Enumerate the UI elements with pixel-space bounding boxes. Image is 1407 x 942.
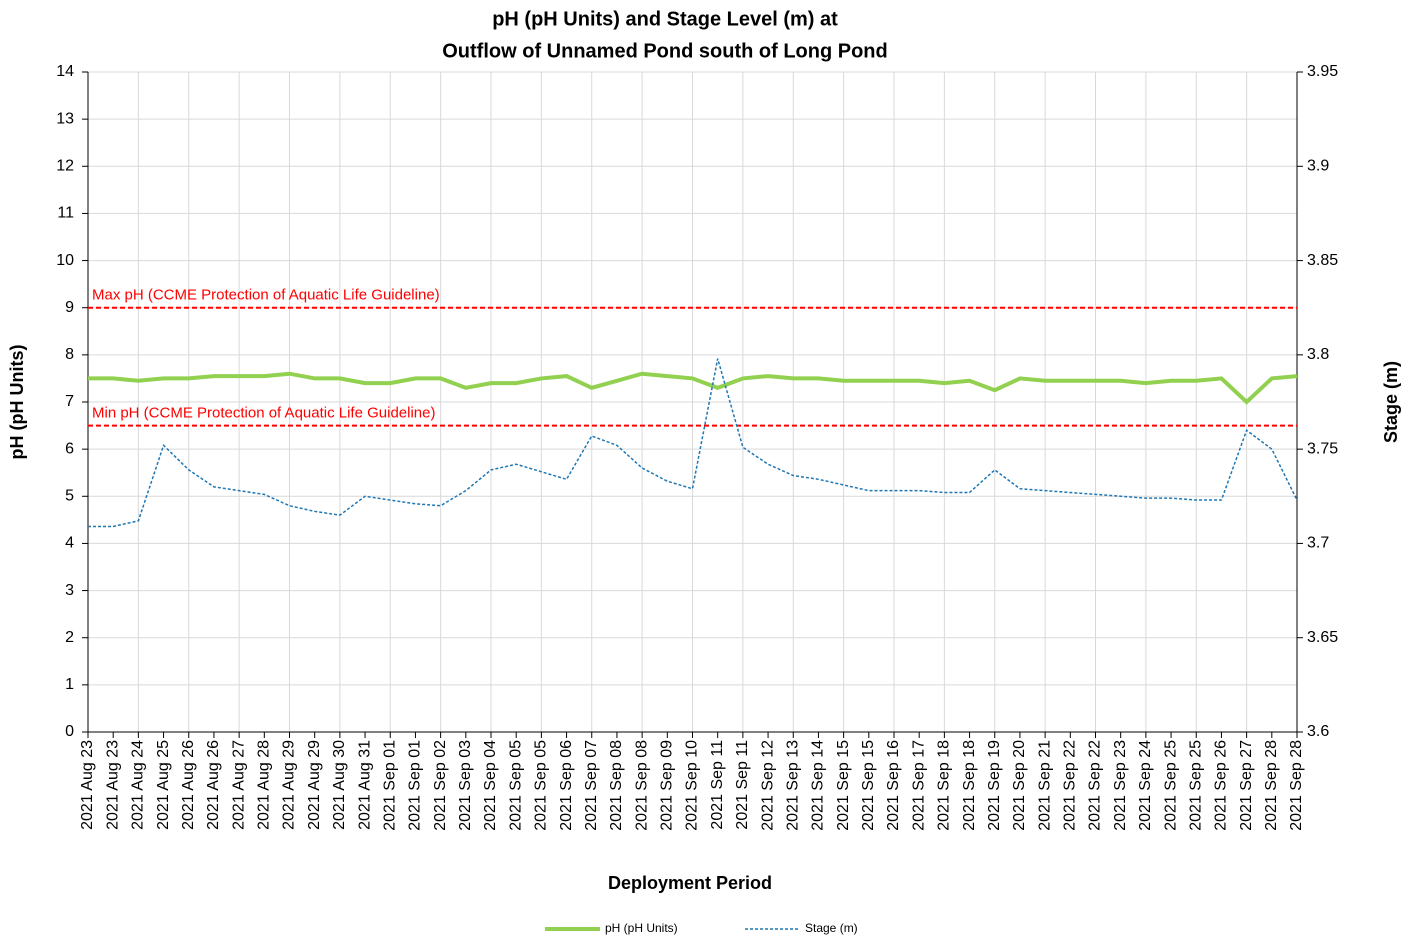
legend-label: Stage (m) (805, 921, 858, 935)
legend-label: pH (pH Units) (605, 921, 678, 935)
x-tick-label: 2021 Aug 23 (104, 740, 121, 830)
x-tick-label: 2021 Sep 24 (1137, 740, 1154, 831)
y-tick-label: 10 (56, 252, 74, 269)
y2-tick-label: 3.8 (1307, 346, 1329, 363)
x-tick-label: 2021 Sep 07 (583, 740, 600, 831)
x-tick-label: 2021 Sep 05 (533, 740, 550, 831)
x-tick-label: 2021 Aug 30 (331, 740, 348, 830)
x-tick-label: 2021 Aug 26 (205, 740, 222, 830)
y-tick-label: 9 (65, 299, 74, 316)
x-tick-label: 2021 Sep 23 (1112, 740, 1129, 831)
x-tick-label: 2021 Aug 29 (281, 740, 298, 830)
x-tick-label: 2021 Sep 17 (910, 740, 927, 831)
x-tick-label: 2021 Sep 22 (1087, 740, 1104, 831)
x-tick-label: 2021 Sep 18 (936, 740, 953, 831)
x-tick-label: 2021 Aug 28 (256, 740, 273, 830)
y-tick-label: 1 (65, 676, 74, 693)
x-tick-label: 2021 Sep 22 (1062, 740, 1079, 831)
x-tick-label: 2021 Sep 08 (633, 740, 650, 831)
y-tick-label: 4 (65, 535, 74, 552)
x-tick-label: 2021 Sep 10 (684, 740, 701, 831)
x-tick-label: 2021 Aug 26 (180, 740, 197, 830)
x-tick-label: 2021 Aug 24 (130, 740, 147, 830)
series-line (88, 358, 1298, 528)
x-tick-label: 2021 Sep 05 (507, 740, 524, 831)
y-tick-label: 8 (65, 346, 74, 363)
x-tick-label: 2021 Sep 28 (1263, 740, 1280, 831)
x-tick-label: 2021 Sep 13 (784, 740, 801, 831)
x-tick-label: 2021 Sep 08 (608, 740, 625, 831)
series-line (88, 371, 1298, 405)
x-tick-label: 2021 Sep 11 (734, 740, 751, 830)
y-tick-label: 6 (65, 440, 74, 457)
x-tick-label: 2021 Sep 04 (482, 740, 499, 831)
x-tick-label: 2021 Sep 19 (986, 740, 1003, 831)
x-tick-label: 2021 Sep 21 (1036, 740, 1053, 831)
guideline-label: Max pH (CCME Protection of Aquatic Life … (92, 287, 440, 304)
x-tick-label: 2021 Aug 29 (306, 740, 323, 830)
x-tick-label: 2021 Sep 06 (558, 740, 575, 831)
y-tick-label: 5 (65, 488, 74, 505)
y2-tick-label: 3.7 (1307, 535, 1329, 552)
y-tick-label: 13 (56, 110, 74, 127)
y2-axis-label: Stage (m) (1381, 361, 1401, 443)
x-tick-label: 2021 Sep 25 (1187, 740, 1204, 831)
y2-tick-label: 3.65 (1307, 629, 1338, 646)
y-tick-label: 14 (56, 63, 74, 80)
y-tick-label: 11 (57, 205, 74, 222)
y-tick-label: 12 (56, 158, 74, 175)
x-tick-label: 2021 Sep 01 (381, 740, 398, 831)
x-tick-label: 2021 Sep 14 (810, 740, 827, 831)
y2-tick-label: 3.85 (1307, 252, 1338, 269)
y2-tick-label: 3.95 (1307, 63, 1338, 80)
chart-title: pH (pH Units) and Stage Level (m) at (492, 8, 838, 30)
x-tick-label: 2021 Aug 31 (356, 740, 373, 830)
x-axis-label: Deployment Period (608, 873, 772, 893)
x-tick-label: 2021 Sep 03 (457, 740, 474, 831)
x-tick-label: 2021 Sep 11 (709, 740, 726, 830)
x-tick-label: 2021 Sep 02 (432, 740, 449, 831)
y-tick-label: 2 (65, 629, 74, 646)
guideline-label: Min pH (CCME Protection of Aquatic Life … (92, 405, 435, 422)
x-tick-label: 2021 Sep 09 (659, 740, 676, 831)
x-tick-label: 2021 Sep 25 (1162, 740, 1179, 831)
x-tick-label: 2021 Sep 28 (1288, 740, 1305, 831)
x-tick-label: 2021 Aug 25 (155, 740, 172, 830)
x-tick-label: 2021 Sep 15 (835, 740, 852, 831)
y-tick-label: 7 (65, 393, 74, 410)
x-tick-label: 2021 Aug 27 (230, 740, 247, 830)
x-tick-label: 2021 Sep 15 (860, 740, 877, 831)
y-tick-label: 0 (65, 723, 74, 740)
x-tick-label: 2021 Aug 23 (79, 740, 96, 830)
y2-tick-label: 3.9 (1307, 158, 1329, 175)
x-tick-label: 2021 Sep 27 (1238, 740, 1255, 831)
x-tick-label: 2021 Sep 01 (407, 740, 424, 831)
x-tick-label: 2021 Sep 20 (1011, 740, 1028, 831)
x-tick-label: 2021 Sep 26 (1213, 740, 1230, 831)
y-tick-label: 3 (65, 582, 74, 599)
x-tick-label: 2021 Sep 18 (961, 740, 978, 831)
y2-tick-label: 3.6 (1307, 723, 1329, 740)
y-axis-label: pH (pH Units) (7, 345, 27, 460)
x-tick-label: 2021 Sep 12 (759, 740, 776, 831)
y2-tick-label: 3.75 (1307, 440, 1338, 457)
chart-title: Outflow of Unnamed Pond south of Long Po… (442, 40, 887, 62)
x-tick-label: 2021 Sep 16 (885, 740, 902, 831)
